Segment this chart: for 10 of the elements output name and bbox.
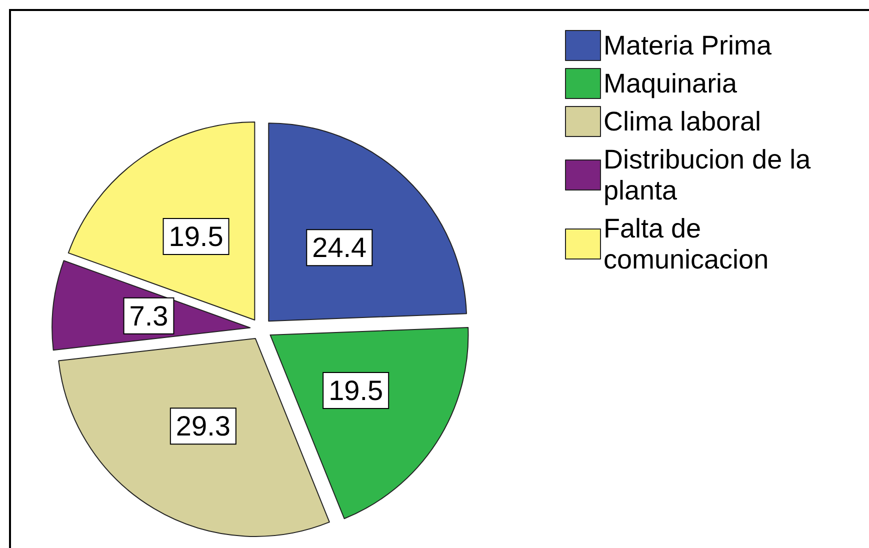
legend-label: Materia Prima (604, 30, 773, 60)
legend-label: Clima laboral (604, 106, 762, 136)
legend-label: Falta de comunicacion (604, 214, 769, 274)
legend-label: Distribucion de la planta (604, 144, 818, 206)
data-label: 24.4 (312, 232, 367, 264)
data-label: 7.3 (129, 300, 168, 332)
legend-label: Maquinaria (604, 68, 738, 98)
data-label: 19.5 (168, 221, 224, 252)
data-label: 19.5 (328, 374, 384, 406)
data-label: 29.3 (176, 410, 230, 442)
